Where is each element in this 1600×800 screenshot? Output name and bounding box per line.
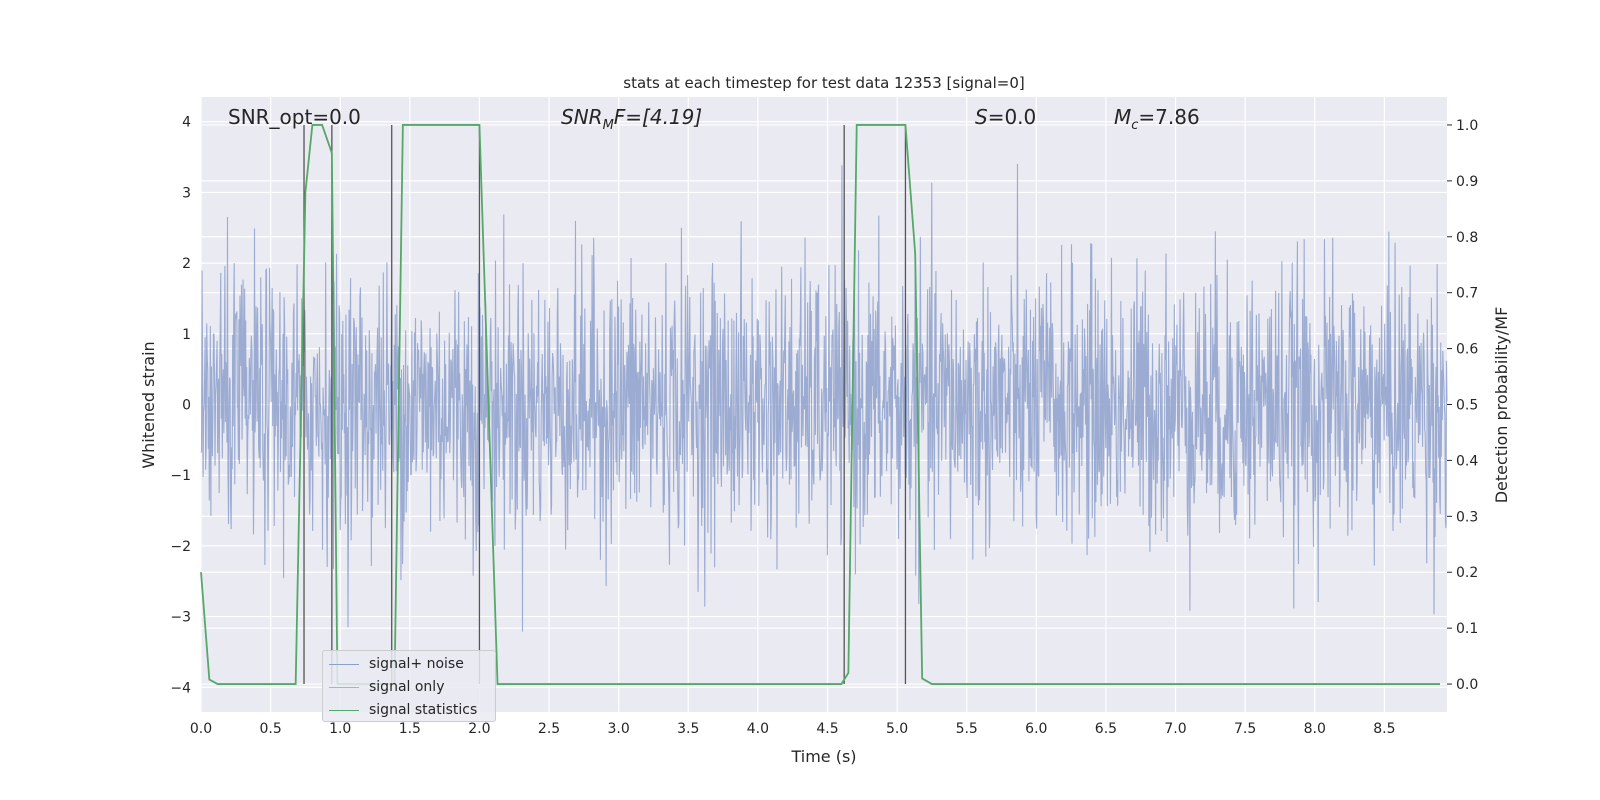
legend-label-signal-statistics: signal statistics xyxy=(369,702,478,718)
x-tick-label: 4.5 xyxy=(816,721,838,737)
legend-swatch-signal-noise xyxy=(329,663,359,665)
legend-label-signal-noise: signal+ noise xyxy=(369,656,464,672)
x-tick-label: 3.5 xyxy=(677,721,699,737)
x-tick-label: 1.0 xyxy=(329,721,351,737)
snr-mf-rest: F=[4.19] xyxy=(614,105,702,129)
x-tick-label: 8.0 xyxy=(1304,721,1326,737)
chart-title: stats at each timestep for test data 123… xyxy=(623,74,1024,92)
y-left-axis-label: Whitened strain xyxy=(139,341,158,468)
mc-subscript: c xyxy=(1131,118,1138,133)
y-right-tick-label: 0.2 xyxy=(1456,565,1478,581)
legend-item-signal-noise: signal+ noise xyxy=(323,653,495,675)
y-left-tick-label: −2 xyxy=(170,539,191,555)
y-left-tick-label: 3 xyxy=(182,185,191,201)
x-tick-label: 2.5 xyxy=(538,721,560,737)
snr-opt-annotation: SNR_opt=0.0 xyxy=(228,105,361,129)
x-tick-label: 5.0 xyxy=(886,721,908,737)
y-right-tick-label: 0.1 xyxy=(1456,621,1478,637)
y-right-tick-label: 0.4 xyxy=(1456,453,1478,469)
legend-label-signal-only: signal only xyxy=(369,679,445,695)
y-right-tick-label: 0.6 xyxy=(1456,342,1478,358)
snr-mf-name: SNR xyxy=(561,105,603,129)
y-right-tick-label: 0.3 xyxy=(1456,509,1478,525)
x-tick-label: 6.5 xyxy=(1095,721,1117,737)
snr-mf-annotation: SNRMF=[4.19] xyxy=(561,105,702,133)
legend-swatch-signal-statistics xyxy=(329,709,359,711)
y-left-tick-label: −1 xyxy=(170,468,191,484)
y-left-tick-label: 1 xyxy=(182,327,191,343)
snr-mf-subscript: M xyxy=(603,118,614,133)
x-tick-label: 4.0 xyxy=(747,721,769,737)
mc-annotation: Mc=7.86 xyxy=(1114,105,1200,133)
y-right-tick-label: 0.7 xyxy=(1456,286,1478,302)
x-tick-label: 6.0 xyxy=(1025,721,1047,737)
x-tick-label: 5.5 xyxy=(956,721,978,737)
y-right-tick-label: 0.5 xyxy=(1456,398,1478,414)
signal-noise-series xyxy=(200,163,1448,632)
x-tick-label: 3.0 xyxy=(608,721,630,737)
s-annotation: S=0.0 xyxy=(975,105,1036,129)
x-axis-label: Time (s) xyxy=(790,747,856,766)
x-tick-label: 0.5 xyxy=(259,721,281,737)
legend-item-signal-only: signal only xyxy=(323,676,495,698)
y-left-tick-labels: −4 −3 −2 −1 0 1 2 3 4 xyxy=(170,115,191,697)
x-tick-label: 8.5 xyxy=(1373,721,1395,737)
y-left-tick-label: 0 xyxy=(182,398,191,414)
y-left-tick-label: 4 xyxy=(182,115,191,131)
s-name: S xyxy=(975,105,988,129)
x-tick-labels: 0.0 0.5 1.0 1.5 2.0 2.5 3.0 3.5 4.0 4.5 5.0 5.5 6.0 6… xyxy=(190,721,1396,737)
x-tick-label: 7.5 xyxy=(1234,721,1256,737)
s-value: =0.0 xyxy=(988,105,1037,129)
grid xyxy=(200,97,1447,712)
x-tick-label: 0.0 xyxy=(190,721,212,737)
signal-noise-line xyxy=(200,163,1448,632)
x-tick-label: 1.5 xyxy=(399,721,421,737)
signal-statistics-line xyxy=(200,124,1441,685)
mc-value: =7.86 xyxy=(1138,105,1199,129)
y-left-tick-label: −4 xyxy=(170,680,191,696)
y-right-tick-label: 0.0 xyxy=(1456,677,1478,693)
y-right-axis-label: Detection probability/MF xyxy=(1492,307,1511,504)
y-left-tick-label: 2 xyxy=(182,256,191,272)
legend-swatch-signal-only xyxy=(329,686,359,688)
legend-item-signal-statistics: signal statistics xyxy=(323,699,495,721)
y-right-tick-labels: 0.0 0.1 0.2 0.3 0.4 0.5 0.6 0.7 0.8 0.9 1.0 xyxy=(1447,118,1478,693)
x-tick-label: 2.0 xyxy=(468,721,490,737)
y-right-tick-label: 0.8 xyxy=(1456,230,1478,246)
mc-name: M xyxy=(1114,105,1131,129)
x-tick-label: 7.0 xyxy=(1164,721,1186,737)
y-left-tick-label: −3 xyxy=(170,610,191,626)
y-right-tick-label: 1.0 xyxy=(1456,118,1478,134)
y-right-tick-label: 0.9 xyxy=(1456,174,1478,190)
legend: signal+ noise signal only signal statist… xyxy=(322,650,496,722)
